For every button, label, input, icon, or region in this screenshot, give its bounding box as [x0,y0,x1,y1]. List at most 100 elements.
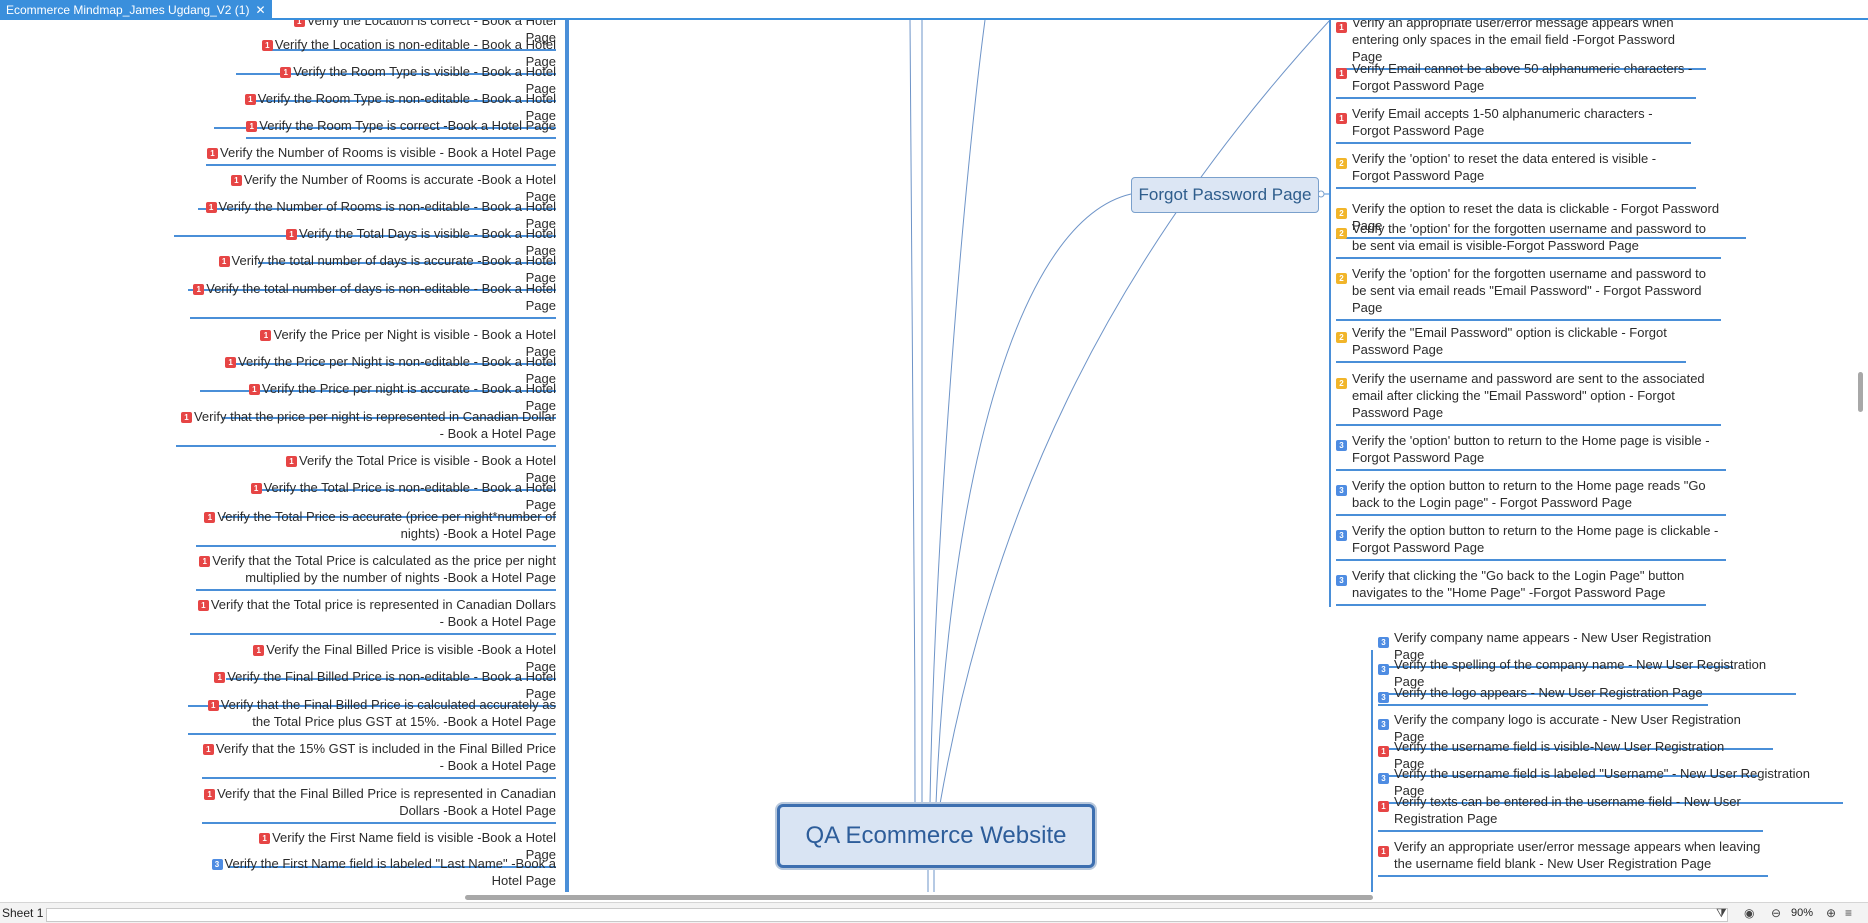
left-topic[interactable]: 1 Verify the total number of days is accu… [188,252,556,291]
priority-1-icon: 1 [202,744,214,755]
topic-label: Verify texts can be entered in the usern… [1394,794,1741,826]
registration-topic[interactable]: 1 Verify an appropriate user/error messag… [1378,838,1768,877]
priority-1-icon: 1 [230,175,242,186]
left-topic[interactable]: 1 Verify the Total Price is visible - Boo… [256,452,556,491]
priority-3-icon: 3 [1378,664,1389,675]
priority-1-icon: 1 [207,700,219,711]
registration-topic[interactable]: 3 Verify the company logo is accurate - N… [1378,711,1773,750]
priority-1-icon: 1 [218,256,230,267]
close-icon[interactable]: ✕ [255,3,266,17]
filter-icon[interactable]: ⧩ [1716,906,1727,920]
topic-label: Verify the First Name field is visible -… [272,830,556,862]
priority-2-icon: 2 [1336,378,1347,389]
registration-topic[interactable]: 3 Verify the logo appears - New User Regi… [1378,684,1708,706]
horizontal-scrollbar[interactable] [0,892,1868,902]
left-topic[interactable]: 1 Verify the Price per night is accurate … [222,380,556,419]
registration-topic[interactable]: 3 Verify the spelling of the company name… [1378,656,1796,695]
left-topic[interactable]: 1 Verify that the Total price is represen… [190,596,556,635]
topic-label: Verify that clicking the "Go back to the… [1352,568,1685,600]
left-topic[interactable]: 1 Verify the Final Billed Price is visibl… [226,641,556,680]
central-topic[interactable]: QA Ecommerce Website [777,804,1095,868]
topic-label: Verify Email accepts 1-50 alphanumeric c… [1352,106,1653,138]
left-topic[interactable]: 1 Verify the Price per Night is non-edita… [200,353,556,392]
topic-label: Verify that the 15% GST is included in t… [215,741,556,773]
menu-icon[interactable]: ≡ [1845,906,1853,920]
left-topic[interactable]: 1 Verify that the Final Billed Price is r… [202,785,556,824]
registration-topic[interactable]: 1 Verify texts can be entered in the user… [1378,793,1763,832]
forgot-topic[interactable]: 2 Verify the 'option' to reset the data e… [1336,150,1696,189]
topic-label: Verify the spelling of the company name … [1394,657,1767,689]
priority-2-icon: 2 [1336,228,1347,239]
topic-label: Verify the total number of days is non-e… [206,281,556,313]
forgot-topic[interactable]: 2 Verify the 'option' for the forgotten u… [1336,220,1721,259]
left-topic[interactable]: 1 Verify the First Name field is visible … [228,829,556,868]
registration-topic[interactable]: 3 Verify company name appears - New User … [1378,629,1733,668]
priority-1-icon: 1 [214,672,226,683]
left-topic[interactable]: 1 Verify the Room Type is visible - Book … [256,63,556,102]
tab-document[interactable]: Ecommerce Mindmap_James Ugdang_V2 (1) ✕ [0,0,272,20]
forgot-topic[interactable]: 1 Verify an appropriate user/error messag… [1336,20,1706,70]
priority-1-icon: 1 [280,67,292,78]
left-topic[interactable]: 1 Verify the Number of Rooms is non-edita… [174,198,556,237]
left-topic[interactable]: 1 Verify the Price per Night is visible -… [232,326,556,365]
forgot-topic[interactable]: 2 Verify the 'option' for the forgotten u… [1336,265,1721,321]
forgot-topic[interactable]: 3 Verify the 'option' button to return to… [1336,432,1726,471]
left-topic[interactable]: 1 Verify the Room Type is correct -Book a… [246,117,556,139]
priority-3-icon: 3 [1336,575,1347,586]
left-topic[interactable]: 1 Verify the Location is correct - Book a… [270,20,556,51]
topic-label: Verify the username and password are sen… [1352,371,1705,420]
forgot-topic[interactable]: 3 Verify that clicking the "Go back to th… [1336,567,1706,606]
registration-topic[interactable]: 1 Verify the username field is visible-Ne… [1378,738,1758,777]
left-topic[interactable]: 1 Verify that the Final Billed Price is c… [188,696,556,735]
left-topic[interactable]: 1 Verify that the 15% GST is included in … [202,740,556,779]
sheet-tab[interactable]: Sheet 1 [2,906,44,920]
vertical-scrollbar[interactable] [1856,20,1868,892]
forgot-topic[interactable]: 2 Verify the option to reset the data is … [1336,200,1746,239]
forgot-topic[interactable]: 1 Verify Email cannot be above 50 alphanu… [1336,60,1696,99]
left-topic[interactable]: 1 Verify that the price per night is repr… [176,408,556,447]
priority-3-icon: 3 [1336,440,1347,451]
priority-1-icon: 1 [180,412,192,423]
left-topic[interactable]: 1 Verify that the Total Price is calculat… [196,552,556,591]
forgot-topic[interactable]: 2 Verify the "Email Password" option is c… [1336,324,1686,363]
forgot-password-topic[interactable]: Forgot Password Page [1131,177,1319,213]
topic-label: Verify the Total Price is accurate (pric… [217,509,556,541]
left-topic[interactable]: 1 Verify the Final Billed Price is non-ed… [188,668,556,707]
topic-label: Verify the 'option' button to return to … [1352,433,1710,465]
topic-label: Verify the option button to return to th… [1352,523,1719,555]
priority-3-icon: 3 [211,859,223,870]
priority-1-icon: 1 [248,384,260,395]
left-topic[interactable]: 1 Verify the Location is non-editable - B… [236,36,556,75]
forgot-topic[interactable]: 3 Verify the option button to return to t… [1336,477,1726,516]
topic-label: Verify the Room Type is non-editable - B… [257,91,556,123]
vertical-scroll-thumb[interactable] [1858,372,1863,412]
horizontal-scroll-thumb[interactable] [465,895,1373,900]
left-topic[interactable]: 3 Verify the First Name field is labeled … [180,855,556,892]
topic-label: Verify an appropriate user/error message… [1394,839,1761,871]
topic-label: Verify the Room Type is visible - Book a… [293,64,556,96]
priority-1-icon: 1 [260,330,272,341]
eye-icon[interactable]: ◉ [1744,906,1755,920]
left-topic[interactable]: 1 Verify the Number of Rooms is visible -… [206,144,556,166]
topic-label: Verify the Room Type is correct -Book a … [259,118,556,133]
zoom-level: 90% [1791,907,1814,919]
zoom-in-icon[interactable]: ⊕ [1826,906,1837,920]
forgot-topic[interactable]: 3 Verify the option button to return to t… [1336,522,1726,561]
priority-1-icon: 1 [261,40,273,51]
zoom-out-icon[interactable]: ⊖ [1771,906,1782,920]
topic-label: Verify that the price per night is repre… [193,409,556,441]
left-topic[interactable]: 1 Verify the Total Price is accurate (pri… [196,508,556,547]
forgot-topic[interactable]: 2 Verify the username and password are se… [1336,370,1721,426]
left-topic[interactable]: 1 Verify the Number of Rooms is accurate … [198,171,556,210]
left-topic[interactable]: 1 Verify the total number of days is non-… [190,280,556,319]
priority-1-icon: 1 [1378,846,1389,857]
left-topic[interactable]: 1 Verify the Total Price is non-editable … [222,479,556,518]
registration-topic[interactable]: 3 Verify the username field is labeled "U… [1378,765,1843,804]
left-topic[interactable]: 1 Verify the Total Days is visible - Book… [258,225,556,264]
topic-label: Verify the Price per Night is non-editab… [238,354,556,386]
tab-bar: Ecommerce Mindmap_James Ugdang_V2 (1) ✕ [0,0,1868,20]
mindmap-canvas[interactable]: Forgot Password Page QA Ecommerce Websit… [0,20,1868,892]
topic-label: Verify an appropriate user/error message… [1352,20,1675,64]
forgot-topic[interactable]: 1 Verify Email accepts 1-50 alphanumeric … [1336,105,1691,144]
left-topic[interactable]: 1 Verify the Room Type is non-editable - … [214,90,556,129]
